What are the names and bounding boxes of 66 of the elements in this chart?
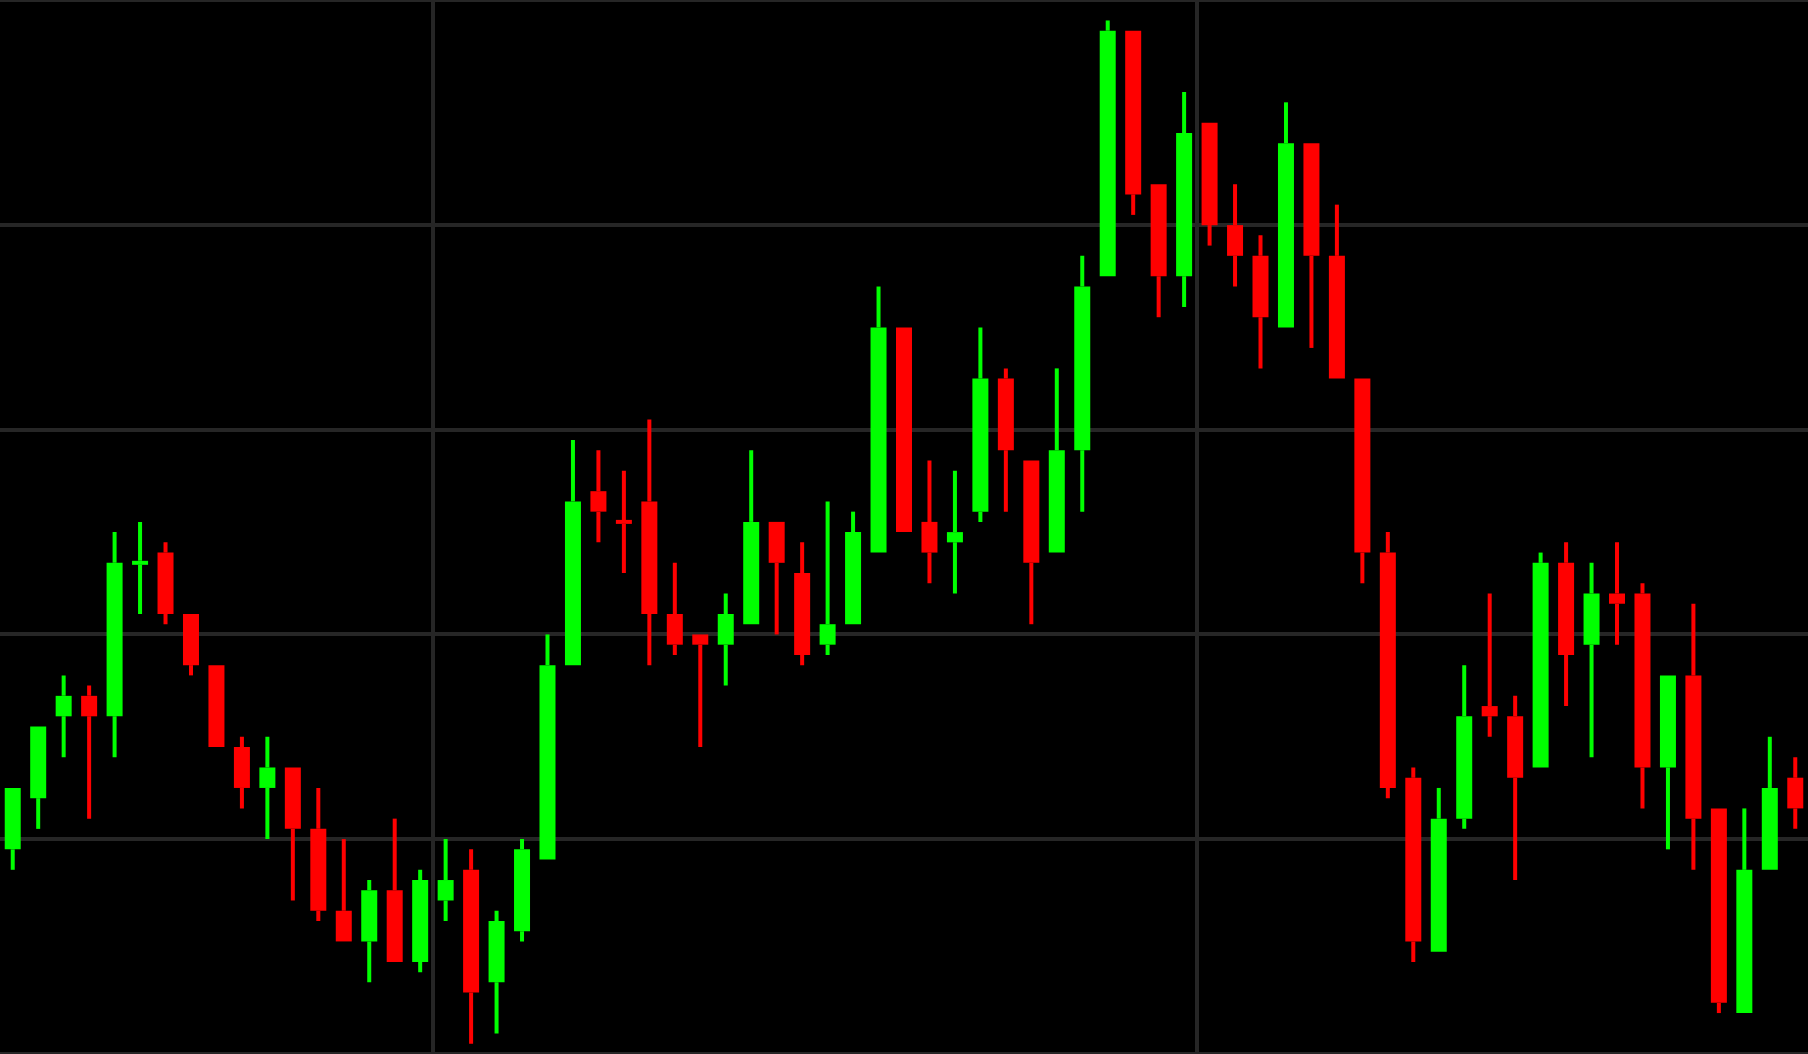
candlestick [1710, 808, 1727, 1016]
candlestick [514, 837, 531, 944]
candlestick [1634, 581, 1651, 811]
candlestick [1048, 366, 1065, 553]
candlestick [157, 540, 174, 627]
candlestick [819, 499, 836, 657]
candlestick [437, 837, 454, 923]
candlestick [1252, 233, 1269, 371]
candlestick [1685, 601, 1702, 872]
candlestick [946, 468, 963, 596]
candlestick [1456, 663, 1473, 831]
candlestick [615, 468, 632, 576]
candlestick [1787, 755, 1804, 831]
candlestick [590, 448, 607, 545]
candlestick [386, 816, 403, 962]
candlestick [641, 417, 658, 668]
candlestick [1736, 806, 1753, 1014]
candlestick [335, 837, 352, 942]
candlestick [972, 325, 989, 524]
candlestick [1659, 675, 1676, 852]
candlestick [233, 734, 250, 811]
candlestick [768, 521, 785, 637]
candlestick [1761, 734, 1778, 870]
candlestick [284, 767, 301, 903]
candlestick [81, 683, 98, 821]
candlestick [1150, 184, 1167, 320]
candlestick [182, 613, 199, 678]
candlestick [743, 448, 760, 625]
candlestick [870, 284, 887, 553]
candlestick [463, 847, 480, 1046]
candlestick [1277, 100, 1294, 328]
candlestick [921, 458, 938, 586]
candlestick [1481, 591, 1498, 739]
candlestick [997, 366, 1014, 514]
candlestick [55, 673, 72, 760]
candlestick [132, 519, 149, 616]
candlestick [1532, 550, 1549, 768]
candlestick [717, 591, 734, 688]
candlestick [30, 726, 47, 831]
candlestick [1507, 693, 1524, 883]
candlestick [666, 560, 683, 657]
candlestick [361, 878, 378, 985]
candlestick [106, 530, 123, 760]
candlestick [1227, 182, 1244, 289]
candlestick [1354, 378, 1371, 586]
candlestick [1430, 785, 1447, 952]
candlestick [1609, 540, 1626, 647]
candlestick [1379, 530, 1396, 801]
candlestick [259, 734, 276, 842]
candlestick [412, 867, 429, 975]
candlestick [1558, 540, 1575, 709]
candlestick [310, 785, 327, 923]
candlestick [539, 632, 556, 860]
candlestick [1176, 90, 1193, 309]
candlestick [1099, 18, 1116, 277]
candlestick [692, 634, 709, 750]
candlestick [1023, 460, 1040, 627]
candlestick [1074, 253, 1091, 514]
candlestick [794, 540, 811, 668]
candlestick [564, 438, 581, 666]
candlestick [845, 509, 862, 625]
candlestick [1303, 143, 1320, 350]
candlestick [1405, 765, 1422, 964]
candlestick [1328, 202, 1345, 379]
candlestick [488, 908, 505, 1036]
candlestick [1583, 560, 1600, 760]
